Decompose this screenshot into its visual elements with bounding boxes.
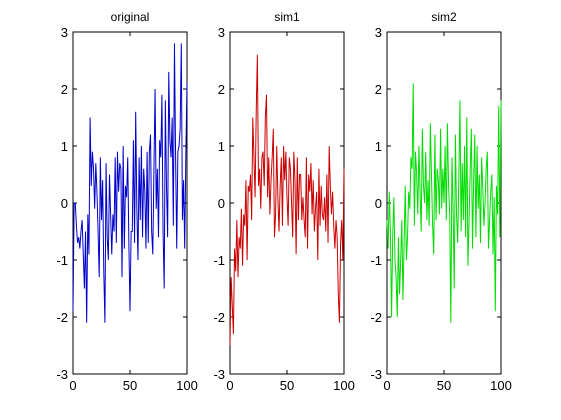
y-tick-label: 3 xyxy=(61,25,68,40)
y-tick-label: 1 xyxy=(375,139,382,154)
x-tick-label: 100 xyxy=(490,378,512,393)
y-tick-label: 0 xyxy=(218,196,225,211)
chart-title: original xyxy=(111,10,150,24)
x-tick-label: 0 xyxy=(69,378,76,393)
y-tick-label: 1 xyxy=(218,139,225,154)
x-tick-label: 0 xyxy=(383,378,390,393)
x-tick-label: 50 xyxy=(123,378,137,393)
x-tick-label: 0 xyxy=(226,378,233,393)
y-tick-label: 3 xyxy=(218,25,225,40)
y-tick-label: -1 xyxy=(370,253,382,268)
y-tick-label: -1 xyxy=(56,253,68,268)
y-tick-label: 3 xyxy=(375,25,382,40)
subplot-sim1: sim1 -3 -2 -1 0 1 2 3 0 50 100 xyxy=(213,10,354,393)
x-tick-label: 50 xyxy=(280,378,294,393)
axes-box xyxy=(72,31,188,375)
x-tick-label: 100 xyxy=(176,378,198,393)
chart-title: sim1 xyxy=(274,10,300,24)
subplot-sim2: sim2 -3 -2 -1 0 1 2 3 0 50 100 xyxy=(370,10,511,393)
y-tick-label: -1 xyxy=(213,253,225,268)
y-tick-label: 0 xyxy=(61,196,68,211)
series-line-sim2 xyxy=(386,83,502,323)
chart-title: sim2 xyxy=(431,10,457,24)
y-tick-label: -3 xyxy=(213,367,225,382)
series-line-original xyxy=(72,43,188,323)
x-tick-label: 100 xyxy=(333,378,355,393)
x-tick-label: 50 xyxy=(437,378,451,393)
y-tick-label: -2 xyxy=(370,310,382,325)
series-line-sim1 xyxy=(229,54,345,346)
y-tick-label: 2 xyxy=(218,82,225,97)
y-tick-label: -2 xyxy=(56,310,68,325)
subplot-original: original -3 -2 -1 0 1 2 3 0 50 100 xyxy=(56,10,197,393)
y-tick-label: 0 xyxy=(375,196,382,211)
y-tick-label: 2 xyxy=(61,82,68,97)
y-tick-label: 1 xyxy=(61,139,68,154)
y-tick-label: -2 xyxy=(213,310,225,325)
y-tick-label: -3 xyxy=(56,367,68,382)
y-tick-label: 2 xyxy=(375,82,382,97)
y-tick-label: -3 xyxy=(370,367,382,382)
